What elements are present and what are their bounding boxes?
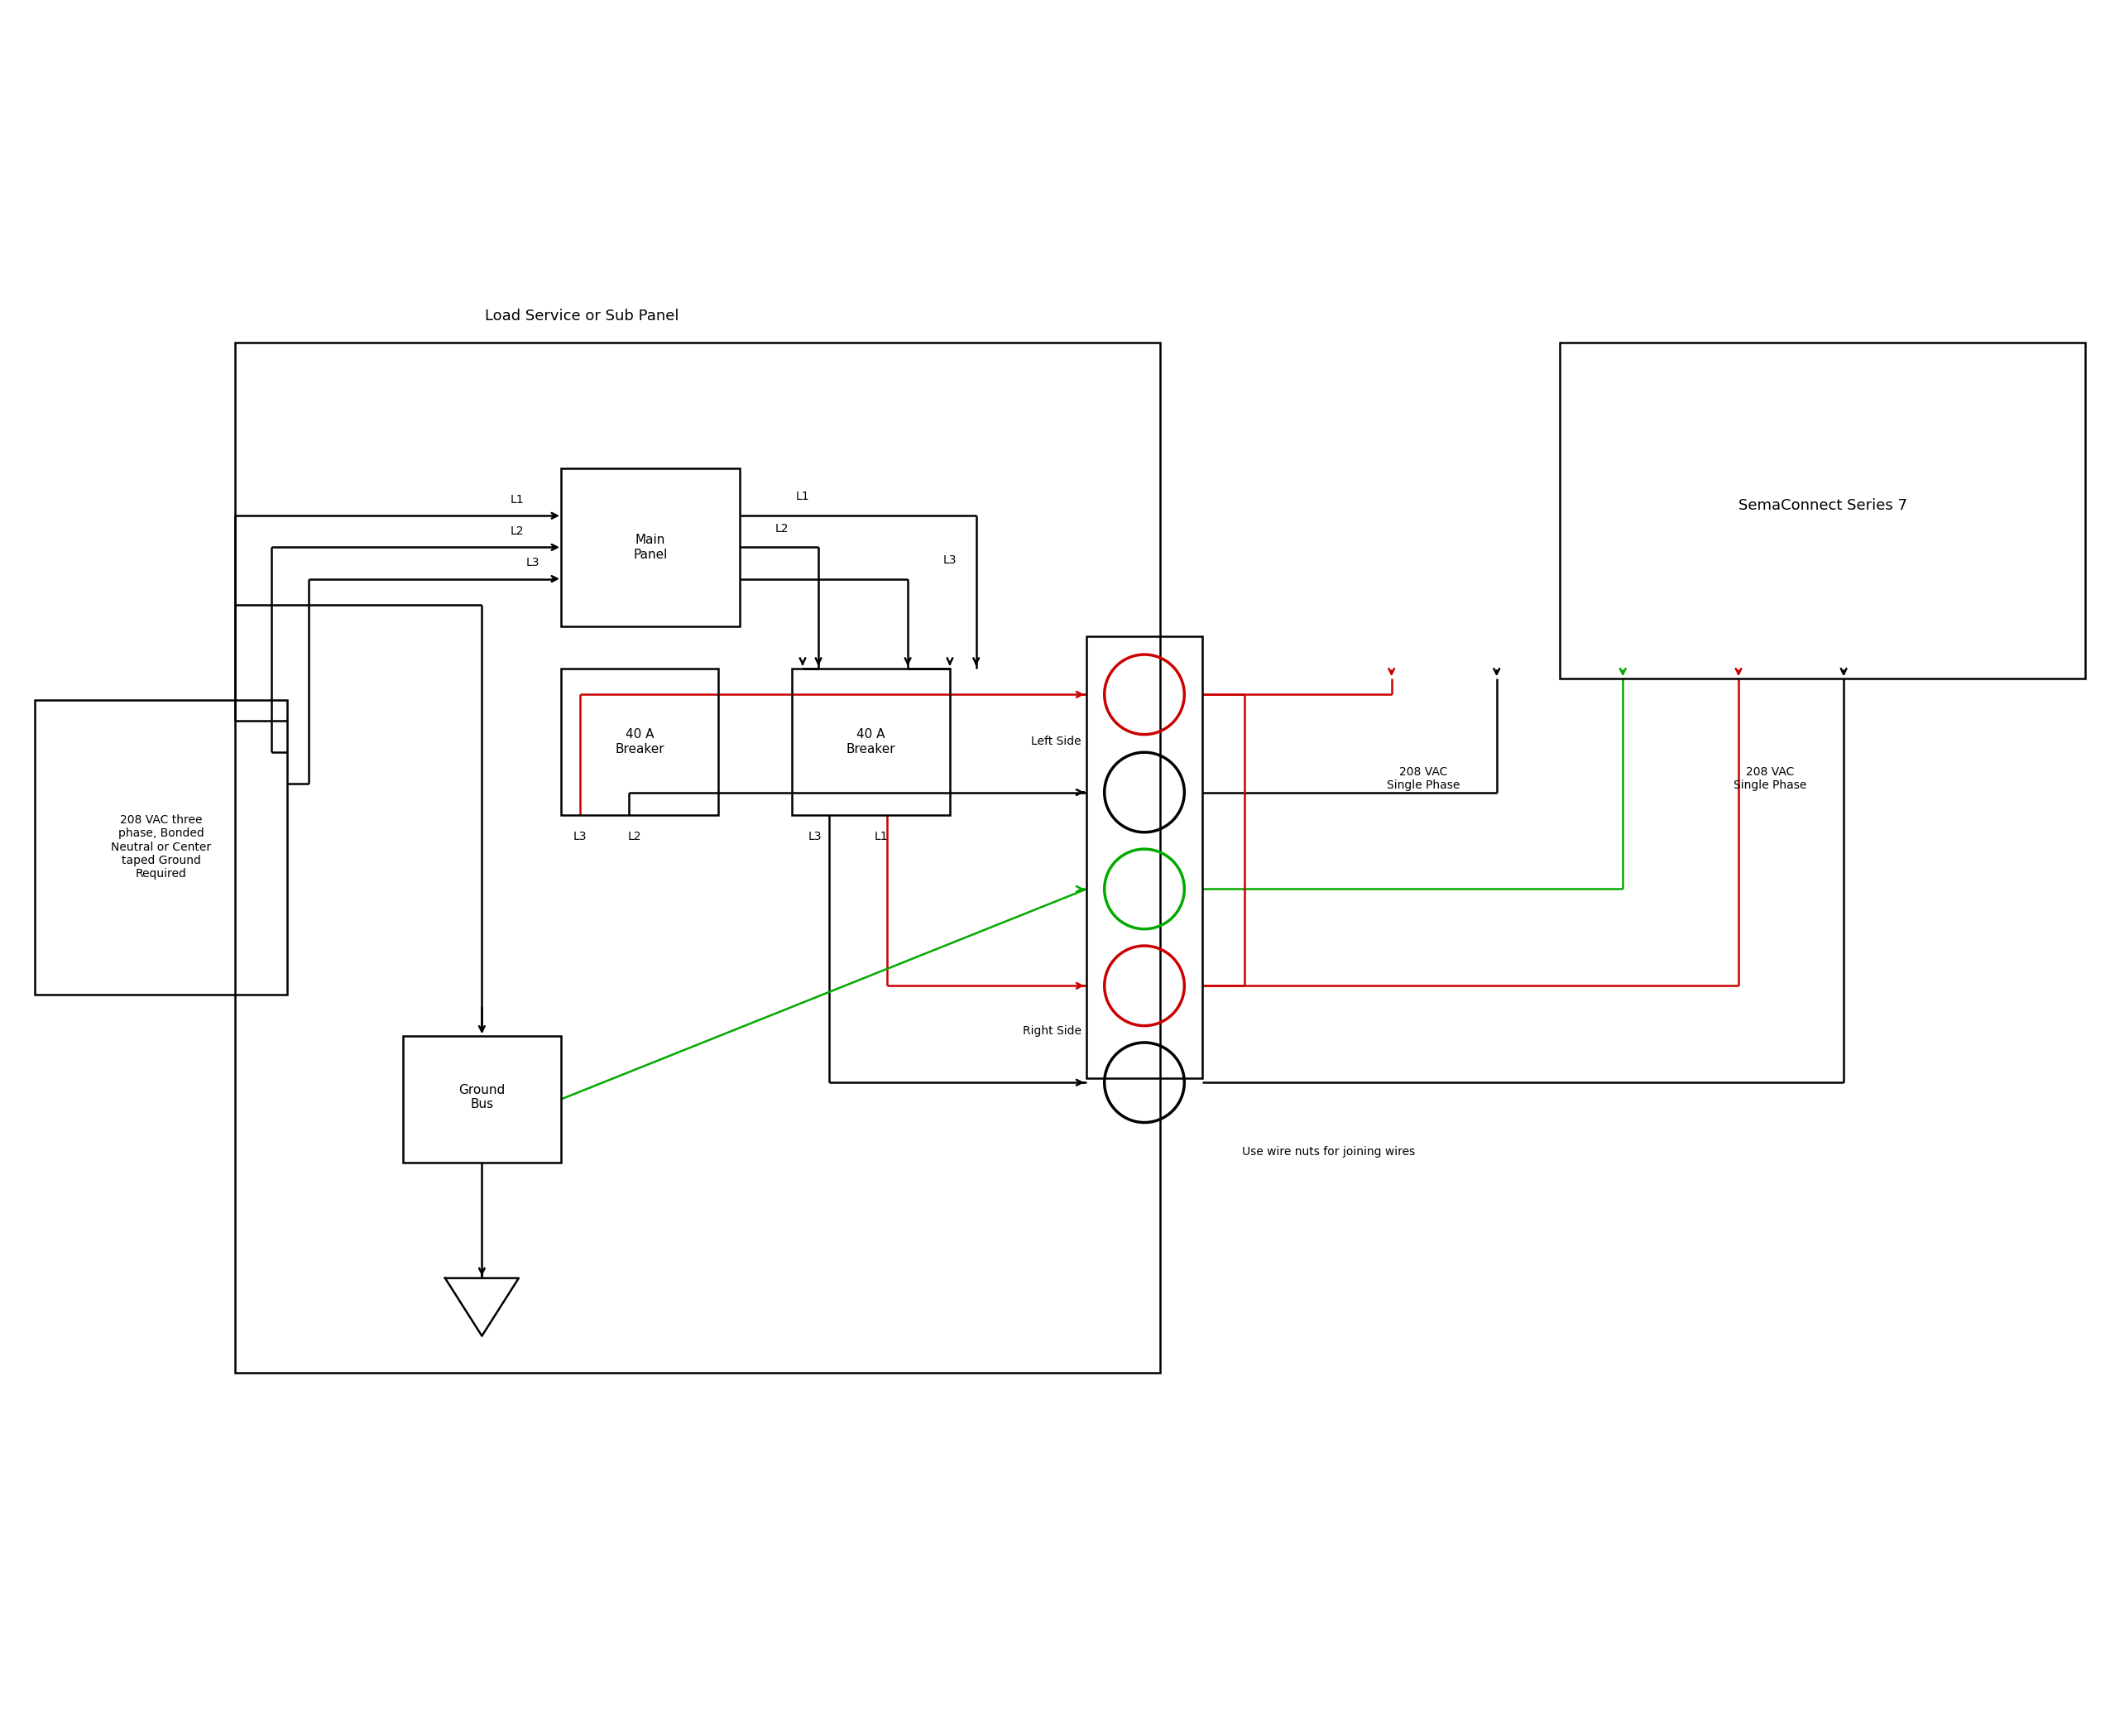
Text: L2: L2 (627, 830, 641, 842)
Bar (234, 342, 1160, 1373)
Text: L1: L1 (795, 491, 810, 503)
Text: 208 VAC three
phase, Bonded
Neutral or Center
taped Ground
Required: 208 VAC three phase, Bonded Neutral or C… (112, 814, 211, 880)
Text: L3: L3 (574, 830, 587, 842)
Bar (1087, 637, 1203, 1078)
Bar (791, 668, 949, 816)
Text: L2: L2 (511, 526, 523, 538)
Bar (561, 668, 720, 816)
Text: L3: L3 (525, 557, 540, 569)
Text: L1: L1 (511, 495, 523, 505)
Bar (561, 469, 738, 627)
Text: SemaConnect Series 7: SemaConnect Series 7 (1739, 498, 1907, 512)
Text: Main
Panel: Main Panel (633, 535, 667, 561)
Text: 40 A
Breaker: 40 A Breaker (846, 729, 895, 755)
Text: Load Service or Sub Panel: Load Service or Sub Panel (485, 309, 679, 323)
Text: Right Side: Right Side (1023, 1026, 1080, 1036)
Text: 40 A
Breaker: 40 A Breaker (614, 729, 665, 755)
Bar (36, 700, 287, 995)
Text: L3: L3 (943, 554, 956, 566)
Bar (1559, 342, 2085, 679)
Text: Use wire nuts for joining wires: Use wire nuts for joining wires (1243, 1146, 1416, 1158)
Text: Ground
Bus: Ground Bus (458, 1083, 504, 1111)
Bar (403, 1036, 561, 1163)
Text: 208 VAC
Single Phase: 208 VAC Single Phase (1734, 766, 1806, 792)
Text: L1: L1 (876, 830, 888, 842)
Text: 208 VAC
Single Phase: 208 VAC Single Phase (1386, 766, 1460, 792)
Text: Left Side: Left Side (1032, 736, 1080, 748)
Text: L2: L2 (774, 523, 789, 535)
Text: L3: L3 (808, 830, 823, 842)
